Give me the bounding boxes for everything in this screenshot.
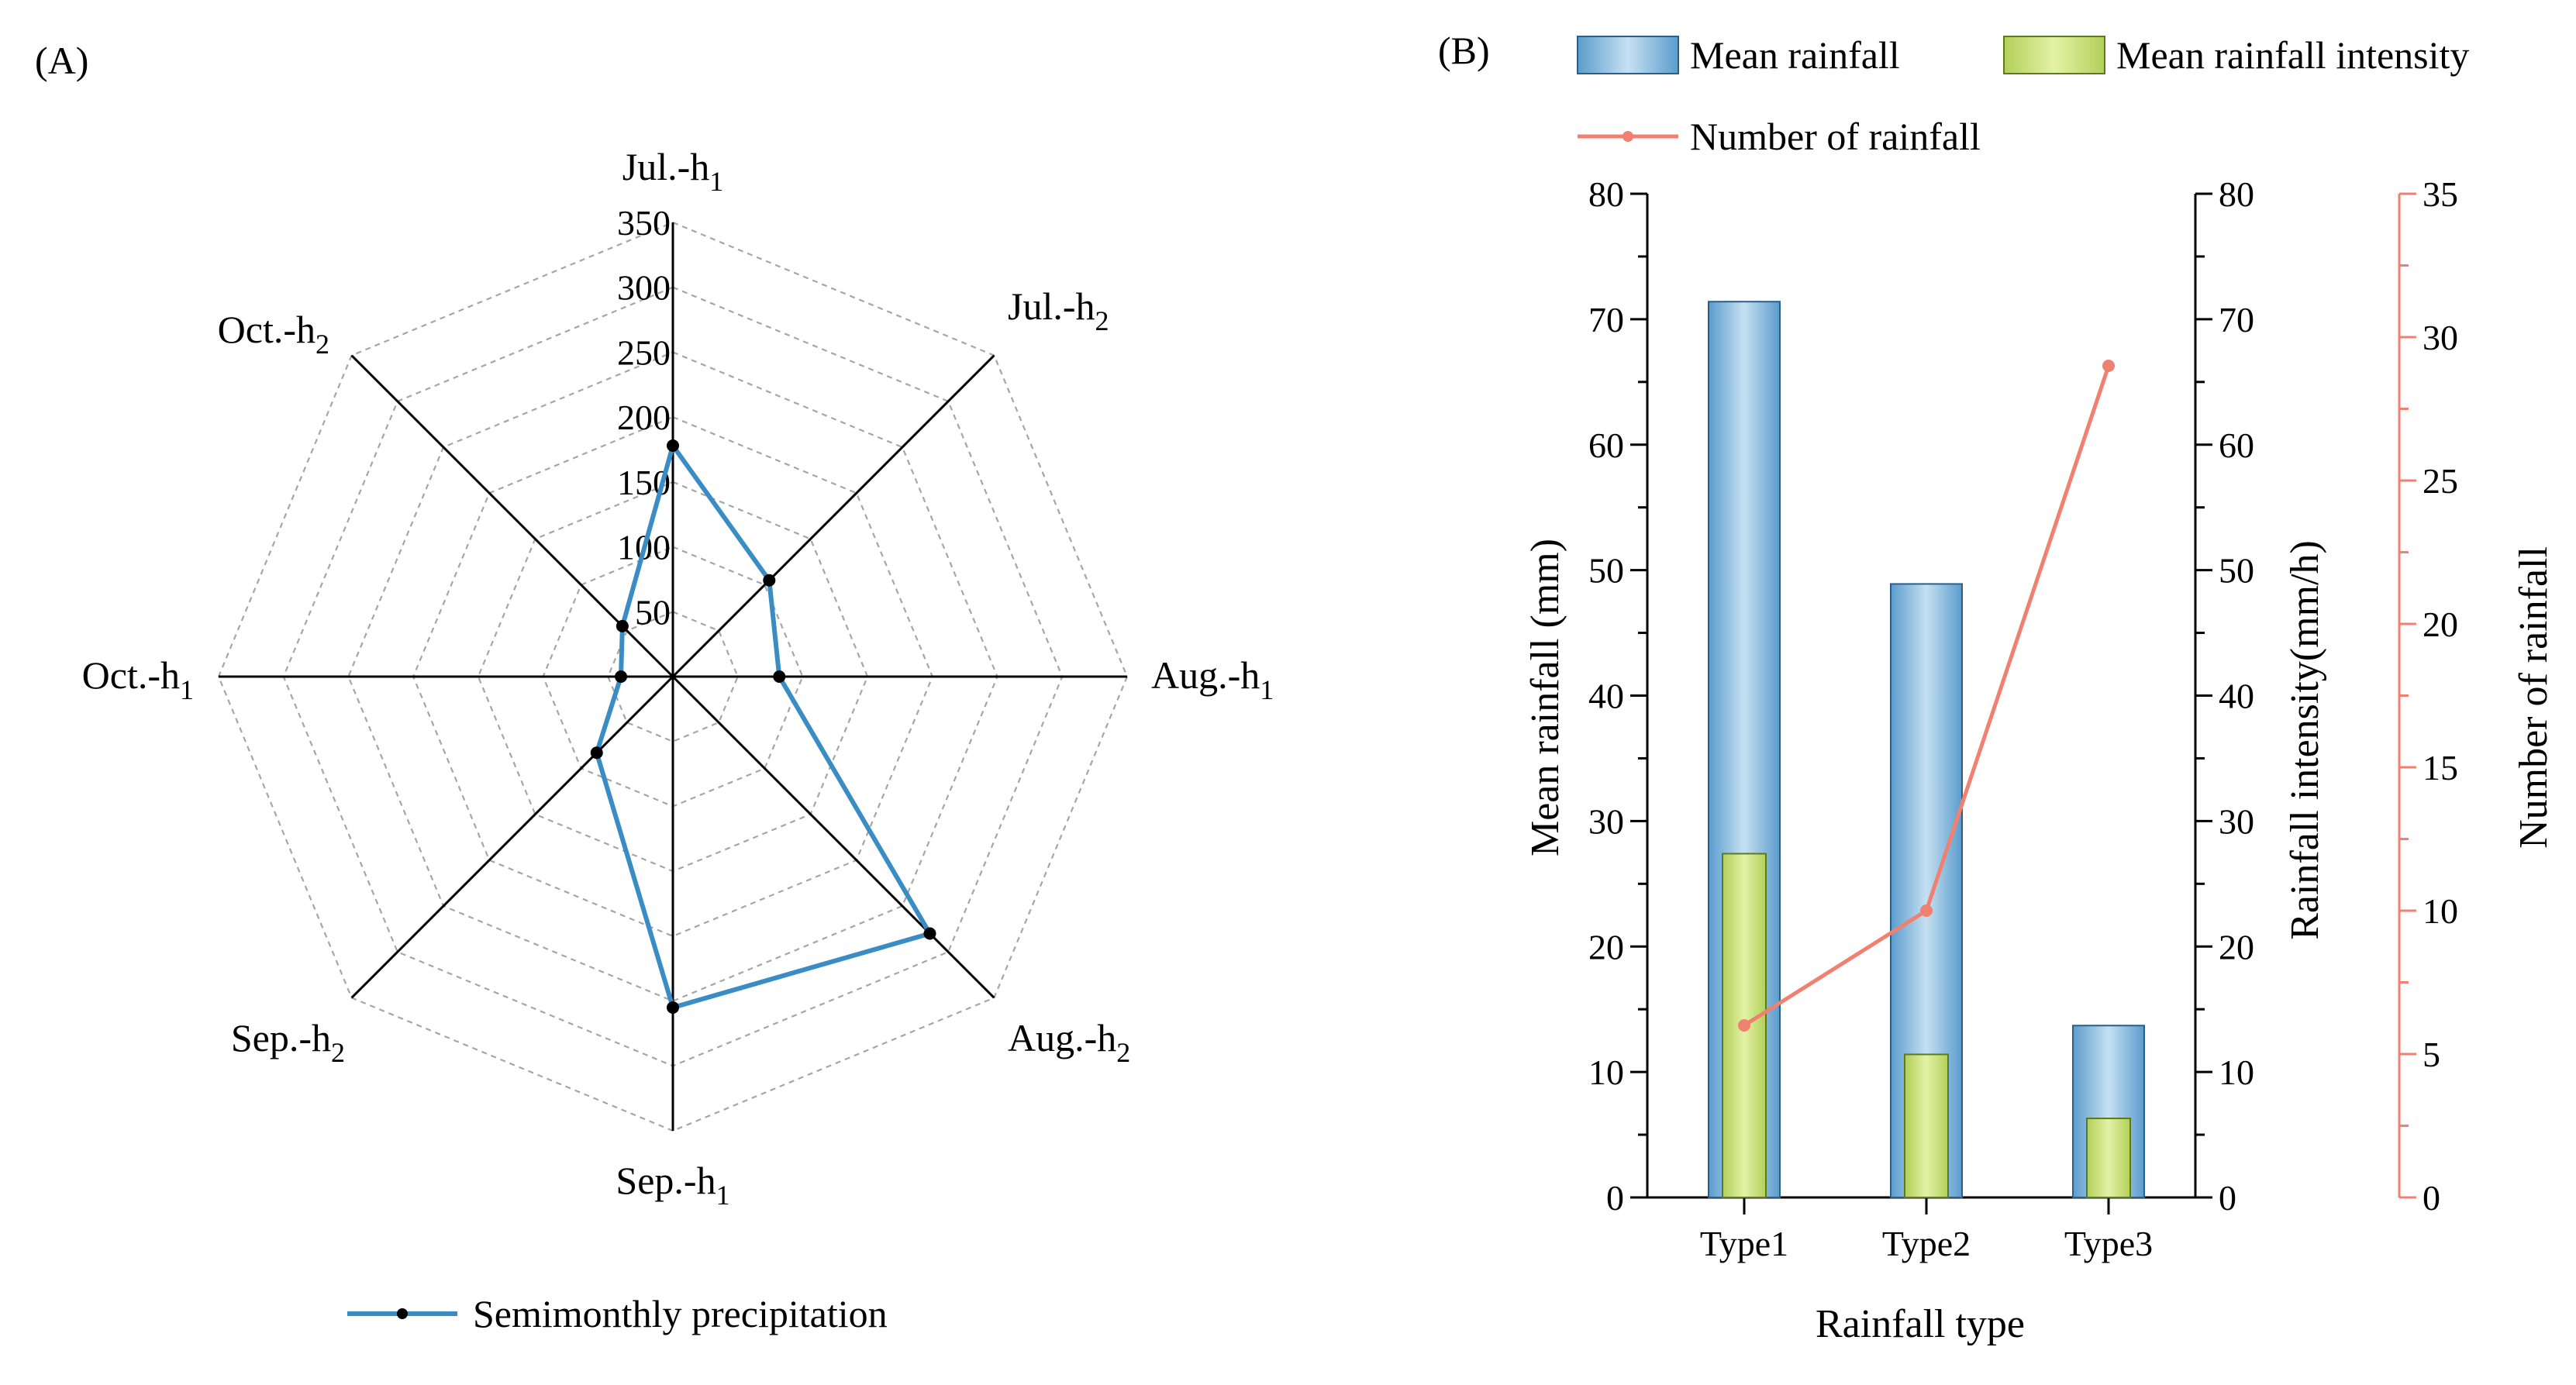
legend-label-semimonthly: Semimonthly precipitation xyxy=(473,1292,888,1335)
bar-chart-axes: 0 10 20 30 40 50 60 70 80 0 10 20 30 40 50 60 70 80 0 5 10 15… xyxy=(1588,174,2458,1263)
y-left-tick-label: 40 xyxy=(1588,677,1624,716)
radar-tick-label: 300 xyxy=(617,268,671,308)
radar-spokes xyxy=(219,222,1127,1131)
legend-swatch-mean-intensity xyxy=(2003,36,2105,74)
y-left-tick-label: 80 xyxy=(1588,174,1624,214)
radar-category-label: Jul.-h2 xyxy=(1008,284,1109,336)
y-mid-tick-label: 40 xyxy=(2219,677,2254,716)
y-left-axis-title: Mean rainfall (mm) xyxy=(1523,539,1567,856)
line-point xyxy=(2102,360,2115,372)
bar-line-chart-panel: (B) Mean rainfall Mean rainfall intensit… xyxy=(1438,29,2556,1346)
radar-category-label: Aug.-h1 xyxy=(1151,653,1274,705)
radar-category-label: Sep.-h2 xyxy=(231,1016,345,1068)
y-left-tick-label: 70 xyxy=(1588,300,1624,339)
bar-chart-marks xyxy=(1708,301,2145,1199)
legend-swatch-mean-rainfall xyxy=(1577,36,1679,74)
y-right-tick-label: 30 xyxy=(2423,318,2458,357)
y-mid-tick-label: 30 xyxy=(2219,801,2254,841)
bar-legend: Mean rainfall Mean rainfall intensity Nu… xyxy=(1577,33,2469,158)
panel-label-b: (B) xyxy=(1438,29,1490,72)
y-mid-tick-label: 70 xyxy=(2219,300,2254,339)
radar-point xyxy=(615,670,628,683)
radar-series xyxy=(590,439,936,1014)
y-mid-tick-label: 50 xyxy=(2219,551,2254,591)
radar-tick-label: 350 xyxy=(617,203,671,243)
radar-legend: Semimonthly precipitation xyxy=(347,1292,888,1335)
y-right-tick-label: 25 xyxy=(2423,461,2458,501)
y-right-tick-label: 0 xyxy=(2423,1178,2440,1218)
y-left-tick-label: 20 xyxy=(1588,927,1624,966)
legend-label-number: Number of rainfall xyxy=(1690,115,1981,158)
radar-spoke xyxy=(671,354,995,678)
radar-tick-label: 200 xyxy=(617,398,671,437)
y-left-tick-label: 10 xyxy=(1588,1053,1624,1092)
radar-category-label: Jul.-h1 xyxy=(622,145,724,197)
radar-category-labels: Jul.-h1 Jul.-h2 Aug.-h1 Aug.-h2 Sep.-h1 Sep.-… xyxy=(82,145,1274,1211)
radar-category-label: Oct.-h1 xyxy=(82,653,194,705)
x-tick-label: Type3 xyxy=(2064,1224,2153,1263)
y-mid-tick-label: 0 xyxy=(2219,1178,2236,1218)
y-left-tick-label: 30 xyxy=(1588,801,1624,841)
radar-point xyxy=(773,670,786,683)
radar-point xyxy=(923,927,936,940)
x-tick-label: Type1 xyxy=(1700,1224,1788,1263)
panel-label-a: (A) xyxy=(35,39,88,82)
bar-mean-intensity xyxy=(2086,1118,2131,1199)
radar-point xyxy=(667,439,679,452)
line-series-marks xyxy=(1738,360,2115,1032)
legend-marker-semimonthly xyxy=(397,1308,408,1319)
legend-label-mean-rainfall: Mean rainfall xyxy=(1690,33,1900,77)
radar-tick-label: 50 xyxy=(635,592,671,632)
line-point xyxy=(1738,1019,1750,1032)
legend-marker-number xyxy=(1623,131,1633,142)
radar-point xyxy=(590,746,603,760)
radar-point xyxy=(667,1001,679,1014)
bar-mean-intensity xyxy=(1904,1053,1949,1199)
legend-label-mean-intensity: Mean rainfall intensity xyxy=(2116,33,2469,77)
radar-grid-ring xyxy=(347,351,998,1002)
y-mid-tick-label: 20 xyxy=(2219,927,2254,966)
y-left-tick-label: 60 xyxy=(1588,425,1624,465)
radar-tick-label: 250 xyxy=(617,332,671,372)
y-left-tick-label: 0 xyxy=(1606,1178,1624,1218)
line-point xyxy=(1920,904,1933,917)
y-mid-axis-title: Rainfall intensity(mm/h) xyxy=(2283,540,2327,940)
radar-category-label: Aug.-h2 xyxy=(1008,1016,1130,1068)
x-axis-title: Rainfall type xyxy=(1816,1302,2025,1346)
y-right-tick-label: 15 xyxy=(2423,748,2458,787)
y-right-tick-label: 10 xyxy=(2423,891,2458,931)
radar-grid-ring xyxy=(412,415,934,938)
y-right-tick-label: 20 xyxy=(2423,605,2458,644)
radar-category-label: Sep.-h1 xyxy=(616,1159,729,1211)
y-right-axis-title: Number of rainfall xyxy=(2512,546,2556,849)
radar-spoke xyxy=(671,675,995,999)
y-right-tick-label: 5 xyxy=(2423,1035,2440,1074)
radar-point xyxy=(616,619,629,632)
x-tick-label: Type2 xyxy=(1882,1224,1971,1263)
radar-point xyxy=(763,574,776,587)
y-mid-tick-label: 10 xyxy=(2219,1053,2254,1092)
y-mid-tick-label: 80 xyxy=(2219,174,2254,214)
y-mid-tick-label: 60 xyxy=(2219,425,2254,465)
y-left-tick-label: 50 xyxy=(1588,551,1624,591)
radar-spoke xyxy=(350,675,674,999)
y-right-tick-label: 35 xyxy=(2423,174,2458,214)
radar-category-label: Oct.-h2 xyxy=(218,308,329,360)
